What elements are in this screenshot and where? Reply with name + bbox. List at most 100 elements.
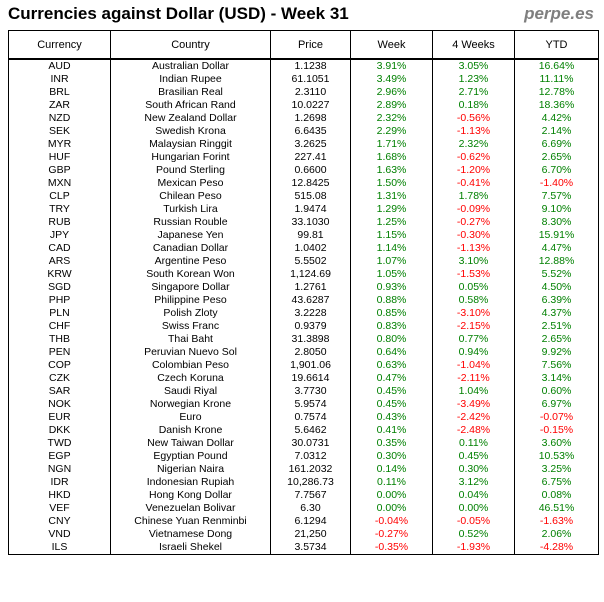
week-change-cell: 1.68%: [350, 151, 433, 164]
table-row: COP Colombian Peso 1,901.06 0.63% -1.04% 7.56…: [8, 359, 599, 372]
week-change-cell: 2.29%: [350, 125, 433, 138]
table-row: ARS Argentine Peso 5.5502 1.07% 3.10% 12.88%: [8, 255, 599, 268]
four-week-change-cell: -2.48%: [432, 424, 515, 437]
ytd-change-cell: 0.08%: [514, 489, 599, 502]
week-change-cell: 1.29%: [350, 203, 433, 216]
ytd-change-cell: 6.97%: [514, 398, 599, 411]
table-row: ILS Israeli Shekel 3.5734 -0.35% -1.93% -4.28…: [8, 541, 599, 555]
ytd-change-cell: 3.60%: [514, 437, 599, 450]
country-cell: Brasilian Real: [110, 86, 271, 99]
price-cell: 30.0731: [270, 437, 351, 450]
currency-code-cell: PEN: [8, 346, 111, 359]
week-change-cell: 0.63%: [350, 359, 433, 372]
table-body: AUD Australian Dollar 1.1238 3.91% 3.05% 16.6…: [8, 59, 599, 555]
table-row: TRY Turkish Lira 1.9474 1.29% -0.09% 9.10%: [8, 203, 599, 216]
currency-code-cell: ARS: [8, 255, 111, 268]
price-cell: 10.0227: [270, 99, 351, 112]
ytd-change-cell: 6.70%: [514, 164, 599, 177]
currency-code-cell: CZK: [8, 372, 111, 385]
price-cell: 0.9379: [270, 320, 351, 333]
currency-code-cell: ZAR: [8, 99, 111, 112]
currency-code-cell: AUD: [8, 59, 111, 73]
four-week-change-cell: 3.12%: [432, 476, 515, 489]
four-week-change-cell: -0.56%: [432, 112, 515, 125]
ytd-change-cell: 12.88%: [514, 255, 599, 268]
country-cell: Vietnamese Dong: [110, 528, 271, 541]
week-change-cell: 0.35%: [350, 437, 433, 450]
ytd-change-cell: 6.69%: [514, 138, 599, 151]
week-change-cell: 1.71%: [350, 138, 433, 151]
column-header-week: Week: [350, 30, 433, 60]
table-row: VEF Venezuelan Bolivar 6.30 0.00% 0.00% 46.51…: [8, 502, 599, 515]
country-cell: Singapore Dollar: [110, 281, 271, 294]
table-row: TWD New Taiwan Dollar 30.0731 0.35% 0.11% 3.6…: [8, 437, 599, 450]
country-cell: Russian Rouble: [110, 216, 271, 229]
table-row: NOK Norwegian Krone 5.9574 0.45% -3.49% 6.97%: [8, 398, 599, 411]
table-row: PEN Peruvian Nuevo Sol 2.8050 0.64% 0.94% 9.9…: [8, 346, 599, 359]
week-change-cell: -0.27%: [350, 528, 433, 541]
ytd-change-cell: 4.42%: [514, 112, 599, 125]
week-change-cell: 0.85%: [350, 307, 433, 320]
four-week-change-cell: 0.05%: [432, 281, 515, 294]
currency-code-cell: PHP: [8, 294, 111, 307]
table-row: SEK Swedish Krona 6.6435 2.29% -1.13% 2.14%: [8, 125, 599, 138]
country-cell: Turkish Lira: [110, 203, 271, 216]
country-cell: Saudi Riyal: [110, 385, 271, 398]
country-cell: Philippine Peso: [110, 294, 271, 307]
ytd-change-cell: 5.52%: [514, 268, 599, 281]
price-cell: 0.6600: [270, 164, 351, 177]
currency-code-cell: DKK: [8, 424, 111, 437]
price-cell: 1.1238: [270, 59, 351, 73]
week-change-cell: 1.07%: [350, 255, 433, 268]
table-row: CZK Czech Koruna 19.6614 0.47% -2.11% 3.14%: [8, 372, 599, 385]
week-change-cell: 0.41%: [350, 424, 433, 437]
table-row: EGP Egyptian Pound 7.0312 0.30% 0.45% 10.53%: [8, 450, 599, 463]
ytd-change-cell: -4.28%: [514, 541, 599, 555]
price-cell: 1.0402: [270, 242, 351, 255]
week-change-cell: 3.49%: [350, 73, 433, 86]
country-cell: Chilean Peso: [110, 190, 271, 203]
week-change-cell: -0.04%: [350, 515, 433, 528]
table-row: BRL Brasilian Real 2.3110 2.96% 2.71% 12.78%: [8, 86, 599, 99]
currency-code-cell: SEK: [8, 125, 111, 138]
four-week-change-cell: 1.23%: [432, 73, 515, 86]
ytd-change-cell: 8.30%: [514, 216, 599, 229]
price-cell: 3.5734: [270, 541, 351, 555]
four-week-change-cell: -1.20%: [432, 164, 515, 177]
four-week-change-cell: 0.45%: [432, 450, 515, 463]
price-cell: 12.8425: [270, 177, 351, 190]
ytd-change-cell: 4.50%: [514, 281, 599, 294]
currency-table: Currency Country Price Week 4 Weeks YTD …: [8, 30, 599, 555]
currency-code-cell: INR: [8, 73, 111, 86]
price-cell: 515.08: [270, 190, 351, 203]
week-change-cell: 1.63%: [350, 164, 433, 177]
table-row: VND Vietnamese Dong 21,250 -0.27% 0.52% 2.06%: [8, 528, 599, 541]
four-week-change-cell: -0.30%: [432, 229, 515, 242]
table-row: CLP Chilean Peso 515.08 1.31% 1.78% 7.57%: [8, 190, 599, 203]
price-cell: 10,286.73: [270, 476, 351, 489]
week-change-cell: 1.05%: [350, 268, 433, 281]
four-week-change-cell: 3.10%: [432, 255, 515, 268]
week-change-cell: 2.96%: [350, 86, 433, 99]
price-cell: 21,250: [270, 528, 351, 541]
price-cell: 3.2625: [270, 138, 351, 151]
four-week-change-cell: 0.58%: [432, 294, 515, 307]
column-header-ytd: YTD: [514, 30, 599, 60]
currency-code-cell: CNY: [8, 515, 111, 528]
price-cell: 31.3898: [270, 333, 351, 346]
currency-code-cell: NZD: [8, 112, 111, 125]
price-cell: 43.6287: [270, 294, 351, 307]
four-week-change-cell: 2.71%: [432, 86, 515, 99]
week-change-cell: 1.50%: [350, 177, 433, 190]
four-week-change-cell: -3.10%: [432, 307, 515, 320]
table-row: INR Indian Rupee 61.1051 3.49% 1.23% 11.11%: [8, 73, 599, 86]
column-header-4-weeks: 4 Weeks: [432, 30, 515, 60]
currency-code-cell: CLP: [8, 190, 111, 203]
currency-code-cell: SGD: [8, 281, 111, 294]
week-change-cell: 3.91%: [350, 59, 433, 73]
price-cell: 19.6614: [270, 372, 351, 385]
table-row: THB Thai Baht 31.3898 0.80% 0.77% 2.65%: [8, 333, 599, 346]
currency-code-cell: IDR: [8, 476, 111, 489]
ytd-change-cell: 9.92%: [514, 346, 599, 359]
table-row: IDR Indonesian Rupiah 10,286.73 0.11% 3.12% 6…: [8, 476, 599, 489]
